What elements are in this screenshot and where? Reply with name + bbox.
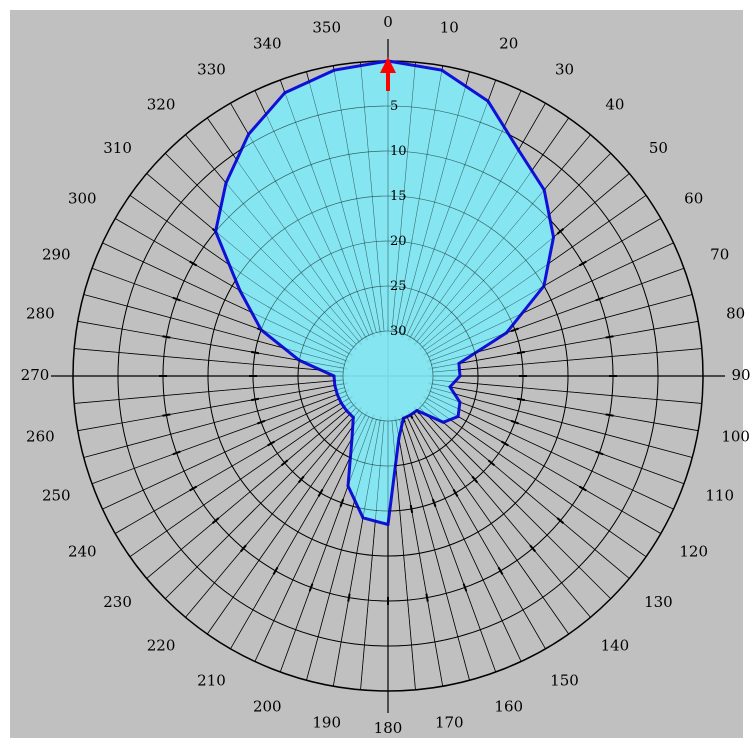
angle-tick-label: 280 [26,305,55,323]
angle-tick-label: 140 [601,636,630,654]
grid-ring-overlay [252,240,524,512]
ring-tick-label: 30 [390,324,407,339]
ring-tick-label: 20 [390,234,407,249]
ring-tick-label: 5 [390,99,398,114]
angle-tick-label: 200 [253,698,282,716]
angle-tick-label: 30 [555,60,574,78]
angle-tick-label: 290 [42,245,71,263]
angle-tick-label: 250 [42,487,71,505]
angle-tick-label: 100 [721,427,750,445]
angle-tick-label: 210 [197,672,226,690]
angle-tick-label: 180 [374,719,403,737]
angle-tick-label: 230 [103,593,132,611]
angle-tick-label: 270 [21,366,50,384]
angle-tick-label: 70 [710,245,729,263]
ring-tick-label: 15 [390,189,407,204]
angle-tick-label: 120 [679,543,708,561]
angle-tick-label: 310 [103,139,132,157]
angle-tick-label: 330 [197,60,226,78]
grid-ring-overlay [297,285,479,467]
angle-tick-label: 170 [435,714,464,732]
grid-ring-overlay [342,330,434,422]
angle-tick-label: 160 [494,698,523,716]
angle-tick-label: 80 [726,305,745,323]
heading-arrow-icon [380,57,396,91]
angle-tick-label: 340 [253,34,282,52]
grid-ring-overlay [117,105,659,647]
grid-ring-overlay [162,150,614,602]
angle-tick-label: 60 [684,190,703,208]
pattern-area [214,59,555,526]
ring-tick-label: 10 [390,144,407,159]
angle-tick-label: 320 [147,96,176,114]
angle-tick-label: 10 [440,18,459,36]
angle-tick-label: 40 [605,96,624,114]
angle-tick-label: 130 [644,593,673,611]
angle-tick-label: 20 [499,34,518,52]
angle-tick-label: 300 [68,190,97,208]
pattern-layer [73,57,703,691]
angle-tick-label: 220 [147,636,176,654]
angle-tick-label: 110 [705,487,734,505]
angle-tick-label: 90 [731,366,750,384]
angle-tick-label: 190 [312,714,341,732]
ring-tick-label: 25 [390,279,407,294]
angle-tick-label: 260 [26,427,55,445]
angle-tick-label: 150 [550,672,579,690]
angle-tick-label: 50 [649,139,668,157]
angle-tick-label: 350 [312,18,341,36]
label-layer: 0 10 20 30 40 50 60 70 80 90 100 110 120 130 140 150 160… [21,13,751,737]
grid-ring-overlay [207,195,569,557]
angle-tick-label: 0 [383,13,393,31]
arrow-head [380,57,396,73]
angle-tick-label: 240 [68,543,97,561]
